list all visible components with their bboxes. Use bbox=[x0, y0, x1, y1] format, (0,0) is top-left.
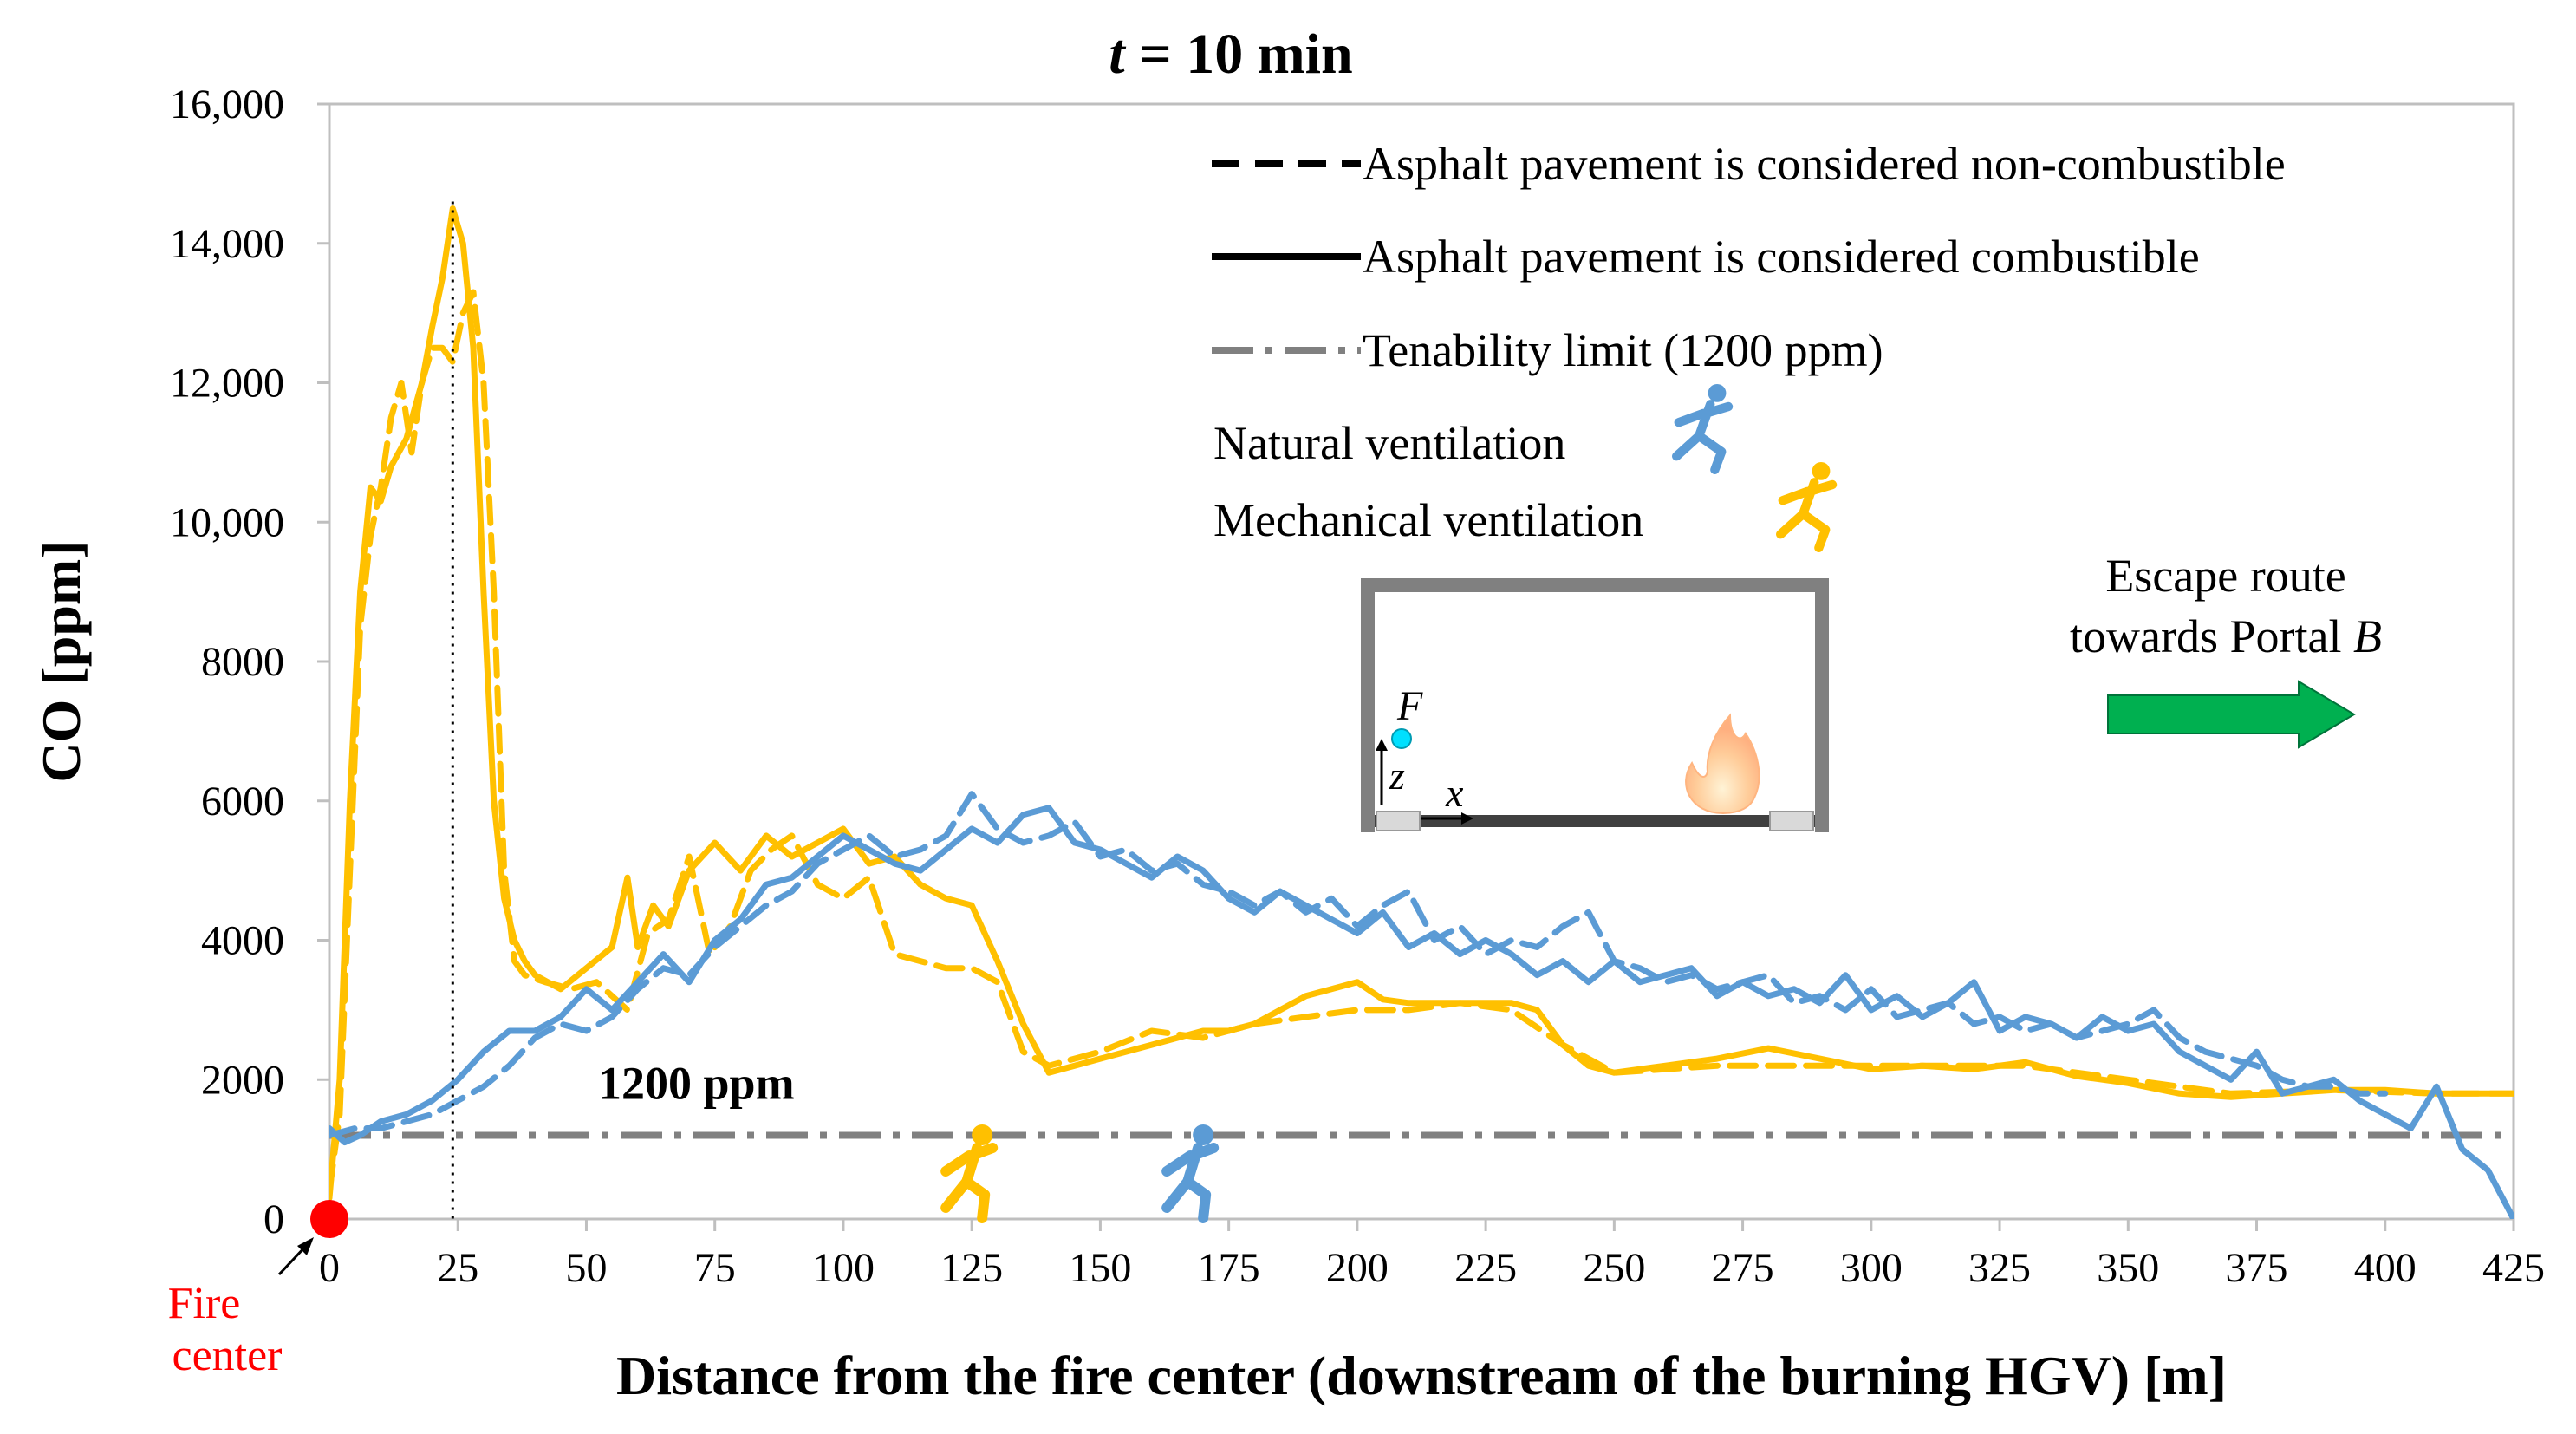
x-arrowhead bbox=[1461, 812, 1473, 825]
y-tick-label: 2000 bbox=[201, 1057, 284, 1103]
fire-center-marker bbox=[310, 1200, 348, 1238]
x-tick-label: 50 bbox=[565, 1245, 607, 1291]
fire-center-label-line2: center bbox=[172, 1331, 282, 1380]
fire-center-label-line1: Fire bbox=[168, 1279, 241, 1328]
escape-route-arrow bbox=[2107, 680, 2356, 749]
fire-center-label: Fire center bbox=[168, 1279, 283, 1380]
y-tick-label: 10,000 bbox=[170, 499, 284, 545]
title-value: = 10 min bbox=[1125, 23, 1353, 86]
tick-layer: 0 25 50 75 100 125 150 175 200 225 250 275 300 325 350… bbox=[170, 81, 2545, 1291]
legend-solid-label: Asphalt pavement is considered combustib… bbox=[1363, 231, 2200, 283]
series-line-natural-solid bbox=[329, 805, 2514, 1219]
chart-title: t = 10 min bbox=[1109, 23, 1352, 86]
x-tick-label: 375 bbox=[2226, 1245, 2288, 1291]
x-tick-label: 300 bbox=[1840, 1245, 1903, 1291]
x-tick-label: 100 bbox=[812, 1245, 875, 1291]
x-tick-label: 250 bbox=[1583, 1245, 1645, 1291]
tunnel-wall bbox=[1361, 578, 1829, 832]
x-tick-label: 150 bbox=[1069, 1245, 1131, 1291]
y-tick-label: 14,000 bbox=[170, 221, 284, 267]
sensor-point-f bbox=[1391, 728, 1412, 749]
person-body bbox=[940, 1143, 999, 1223]
x-tick-label: 200 bbox=[1326, 1245, 1389, 1291]
escape-route-line1: Escape route bbox=[2105, 550, 2345, 602]
inset-label-f: F bbox=[1396, 683, 1423, 729]
x-tick-label: 0 bbox=[319, 1245, 340, 1291]
escape-route-portal-letter: B bbox=[2353, 610, 2382, 662]
tenability-label: 1200 ppm bbox=[598, 1058, 795, 1110]
inset-background bbox=[1361, 581, 1829, 832]
legend-dashdot-label: Tenability limit (1200 ppm) bbox=[1363, 324, 1883, 376]
series-line-mechanical-dashed bbox=[329, 289, 2514, 1195]
person-head bbox=[1193, 1124, 1214, 1145]
x-tick-label: 75 bbox=[694, 1245, 736, 1291]
inset-label-z: z bbox=[1389, 753, 1405, 798]
x-tick-label: 25 bbox=[437, 1245, 478, 1291]
y-tick-label: 12,000 bbox=[170, 361, 284, 407]
y-tick-label: 8000 bbox=[201, 639, 284, 685]
person-head bbox=[972, 1124, 993, 1145]
y-axis-title: CO [ppm] bbox=[30, 540, 92, 782]
fire-center-pointer-head bbox=[297, 1237, 314, 1255]
x-tick-label: 400 bbox=[2354, 1245, 2417, 1291]
person-marker-layer bbox=[940, 1124, 1220, 1223]
z-arrowhead bbox=[1376, 739, 1388, 751]
y-tick-label: 0 bbox=[263, 1196, 284, 1242]
tunnel-floor bbox=[1375, 815, 1815, 827]
mechanical-runner-icon bbox=[1776, 462, 1838, 552]
x-tick-label: 350 bbox=[2097, 1245, 2159, 1291]
x-tick-label: 225 bbox=[1454, 1245, 1517, 1291]
y-tick-label: 6000 bbox=[201, 779, 284, 825]
left-sidewalk bbox=[1376, 811, 1421, 831]
x-tick-label: 425 bbox=[2482, 1245, 2545, 1291]
x-tick-label: 175 bbox=[1198, 1245, 1260, 1291]
series-line-natural-dashed bbox=[329, 791, 2389, 1138]
person-marker-mechanical bbox=[940, 1124, 999, 1223]
tunnel-inset: F z x bbox=[1361, 578, 1829, 832]
inset-label-x: x bbox=[1445, 771, 1464, 815]
natural-runner-icon bbox=[1672, 384, 1734, 474]
flame-icon bbox=[1685, 713, 1760, 815]
legend-mechanical-label: Mechanical ventilation bbox=[1213, 494, 1643, 546]
escape-route-portal-text: towards Portal bbox=[2070, 610, 2353, 662]
legend-dashed-label: Asphalt pavement is considered non-combu… bbox=[1363, 138, 2286, 190]
x-axis-title: Distance from the fire center (downstrea… bbox=[616, 1345, 2227, 1406]
series-layer bbox=[329, 205, 2514, 1219]
right-sidewalk bbox=[1769, 811, 1814, 831]
escape-route-annotation: Escape route towards Portal B bbox=[2070, 550, 2382, 749]
x-tick-label: 325 bbox=[1968, 1245, 2031, 1291]
y-tick-label: 4000 bbox=[201, 918, 284, 964]
title-variable: t bbox=[1109, 23, 1126, 86]
person-marker-natural bbox=[1161, 1124, 1220, 1223]
x-tick-label: 125 bbox=[940, 1245, 1003, 1291]
escape-route-line2: towards Portal B bbox=[2070, 610, 2382, 662]
x-tick-label: 275 bbox=[1712, 1245, 1774, 1291]
person-body bbox=[1161, 1143, 1220, 1223]
legend-natural-label: Natural ventilation bbox=[1213, 417, 1565, 469]
y-tick-label: 16,000 bbox=[170, 81, 284, 127]
legend: Asphalt pavement is considered non-combu… bbox=[1212, 138, 2286, 552]
